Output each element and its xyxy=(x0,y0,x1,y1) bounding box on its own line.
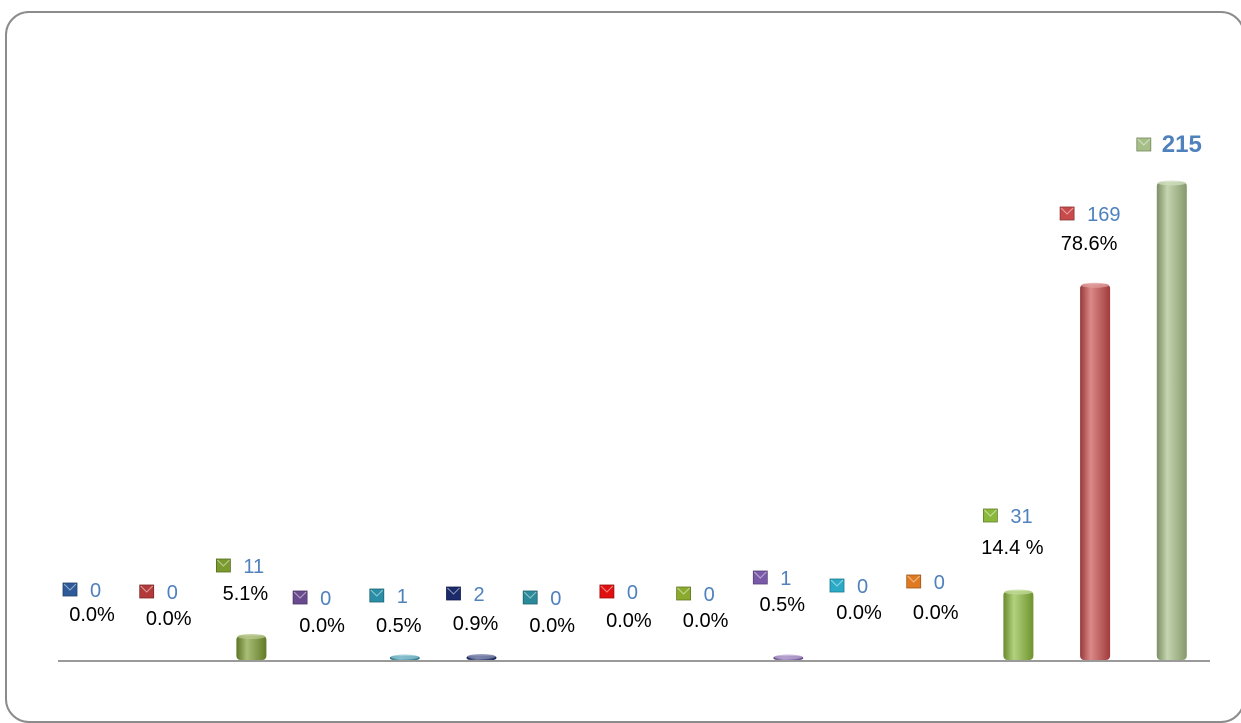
series-marker xyxy=(906,574,922,589)
bar-cap xyxy=(467,654,496,660)
bar-cap xyxy=(774,654,803,660)
chart-frame xyxy=(5,11,1241,723)
percent-label: 0.9% xyxy=(453,613,499,635)
bar-cap xyxy=(390,654,419,660)
percent-label: 0.5% xyxy=(760,594,806,616)
series-marker xyxy=(829,578,845,593)
value-label: 0 xyxy=(167,582,178,604)
series-marker xyxy=(369,588,385,603)
value-label: 0 xyxy=(704,584,715,606)
value-label: 0 xyxy=(550,588,561,610)
percent-label: 0.0% xyxy=(836,602,882,624)
bar xyxy=(236,635,267,660)
percent-label: 5.1% xyxy=(223,583,269,605)
percent-label: 0.0% xyxy=(913,602,959,624)
bar-cap xyxy=(237,634,266,640)
value-label: 169 xyxy=(1087,204,1120,226)
percent-label: 0.0% xyxy=(69,604,115,626)
bar-cap xyxy=(1157,180,1186,186)
value-label: 1 xyxy=(397,586,408,608)
value-label: 0 xyxy=(934,572,945,594)
series-marker xyxy=(522,590,538,605)
series-marker xyxy=(983,508,998,523)
series-marker xyxy=(1136,137,1152,152)
value-label: 0 xyxy=(320,588,331,610)
bar xyxy=(1080,284,1111,660)
series-marker xyxy=(752,570,768,585)
percent-label: 0.0% xyxy=(146,608,192,630)
series-marker xyxy=(1059,206,1075,221)
value-label: 1 xyxy=(780,568,791,590)
series-marker xyxy=(139,584,155,599)
bar-cap xyxy=(1081,282,1110,288)
value-label: 0 xyxy=(627,582,638,604)
percent-label: 0.0% xyxy=(299,615,345,637)
series-marker xyxy=(292,590,308,605)
value-label: 0 xyxy=(90,580,101,602)
series-marker xyxy=(62,582,78,597)
percent-label: 0.0% xyxy=(606,610,652,632)
percent-label: 0.0% xyxy=(683,610,729,632)
value-label: 2 xyxy=(474,584,485,606)
percent-label: 0.0% xyxy=(529,615,575,637)
series-marker xyxy=(676,586,691,601)
series-marker xyxy=(215,558,231,573)
value-label: 31 xyxy=(1010,506,1032,528)
series-marker xyxy=(599,584,615,599)
bar xyxy=(1003,591,1034,660)
bar-cap xyxy=(1004,589,1033,595)
percent-label: 0.5% xyxy=(376,615,422,637)
percent-label: 14.4 % xyxy=(981,537,1043,559)
percent-label: 78.6% xyxy=(1061,233,1118,255)
bar xyxy=(1156,182,1187,660)
value-label: 215 xyxy=(1162,131,1202,158)
value-label: 11 xyxy=(243,556,264,578)
value-label: 0 xyxy=(857,576,868,598)
series-marker xyxy=(446,586,461,601)
